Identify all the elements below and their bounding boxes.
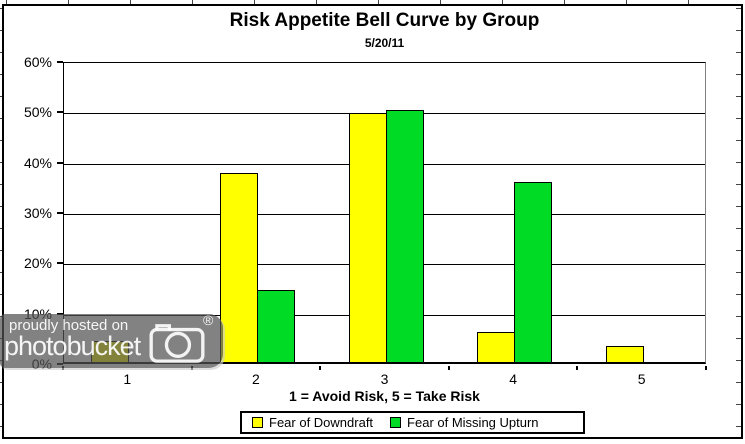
x-axis-label-2: 2 bbox=[251, 371, 260, 387]
x-tick-5 bbox=[705, 366, 707, 370]
photobucket-watermark: proudly hosted on photobucket ® bbox=[0, 312, 223, 368]
legend-label: Fear of Downdraft bbox=[269, 415, 374, 430]
legend-item: Fear of Downdraft bbox=[252, 415, 373, 430]
chart-subtitle: 5/20/11 bbox=[364, 36, 405, 50]
bar-s1-cat3 bbox=[385, 110, 424, 362]
x-axis-label-4: 4 bbox=[509, 371, 517, 387]
x-tick-0 bbox=[62, 366, 64, 370]
bar-s0-cat2 bbox=[219, 173, 258, 362]
x-tick-3 bbox=[447, 366, 450, 370]
registered-trademark-icon: ® bbox=[203, 312, 214, 328]
y-axis-label-20: 20% bbox=[23, 255, 52, 272]
chart-title: Risk Appetite Bell Curve by Group bbox=[229, 10, 540, 31]
x-tick-2 bbox=[319, 366, 322, 370]
x-axis-label-3: 3 bbox=[380, 371, 389, 387]
bar-s0-cat3 bbox=[348, 113, 387, 362]
legend-swatch-yellow bbox=[252, 417, 263, 428]
legend-swatch-green bbox=[390, 417, 402, 428]
watermark-brand: photobucket bbox=[4, 331, 141, 361]
x-tick-1 bbox=[190, 366, 193, 370]
bar-s1-cat2 bbox=[256, 290, 295, 362]
y-tick-50 bbox=[57, 111, 63, 114]
y-axis-label-30: 30% bbox=[23, 205, 52, 221]
legend-item: Fear of Missing Upturn bbox=[390, 415, 539, 430]
legend-label: Fear of Missing Upturn bbox=[407, 415, 539, 430]
y-tick-40 bbox=[57, 161, 63, 164]
bar-s0-cat4 bbox=[477, 332, 516, 362]
y-tick-30 bbox=[57, 212, 63, 214]
watermark-tagline: proudly hosted on bbox=[9, 317, 129, 334]
y-tick-60 bbox=[57, 61, 63, 63]
x-axis-title: 1 = Avoid Risk, 5 = Take Risk bbox=[289, 388, 480, 404]
x-tick-4 bbox=[576, 366, 579, 370]
y-tick-10 bbox=[57, 312, 63, 315]
bar-s1-cat4 bbox=[514, 182, 553, 362]
y-axis-label-40: 40% bbox=[23, 154, 52, 171]
y-axis-label-50: 50% bbox=[23, 104, 52, 121]
plot-area bbox=[63, 62, 706, 364]
y-axis-label-60: 60% bbox=[23, 54, 52, 70]
spreadsheet-column-stubs bbox=[6, 0, 708, 4]
x-axis-label-5: 5 bbox=[637, 371, 646, 387]
camera-icon bbox=[149, 324, 205, 363]
spreadsheet-row-stubs-right bbox=[736, 8, 741, 432]
y-tick-20 bbox=[57, 262, 63, 265]
bar-s0-cat5 bbox=[605, 346, 644, 362]
x-axis-label-1: 1 bbox=[123, 371, 132, 387]
legend: Fear of Downdraft Fear of Missing Upturn bbox=[240, 411, 585, 434]
